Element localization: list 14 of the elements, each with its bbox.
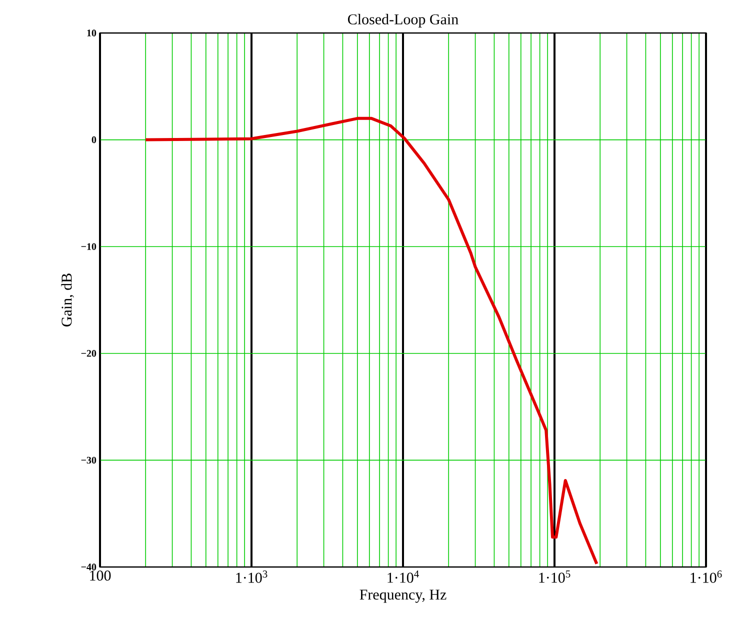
y-tick-label: −20	[81, 350, 96, 357]
y-tick-label: −40	[81, 564, 96, 570]
y-tick-label: 0	[92, 136, 96, 144]
chart-title: Closed-Loop Gain	[348, 14, 458, 28]
y-tick-label: −10	[81, 243, 96, 250]
x-tick-label: 100	[90, 570, 111, 581]
x-axis-title: Frequency, Hz	[360, 590, 446, 603]
x-tick-label: 1·10$^{6}$	[690, 570, 722, 583]
x-tick-label: 1·10$^{4}$	[388, 570, 419, 583]
x-tick-label: 1·10$^{3}$	[236, 570, 268, 583]
y-tick-label: 10	[87, 30, 96, 36]
y-tick-label: −30	[81, 456, 96, 464]
y-axis-title: Gain, dB	[61, 274, 74, 326]
x-tick-label: 1·10$^{5}$	[539, 570, 570, 583]
